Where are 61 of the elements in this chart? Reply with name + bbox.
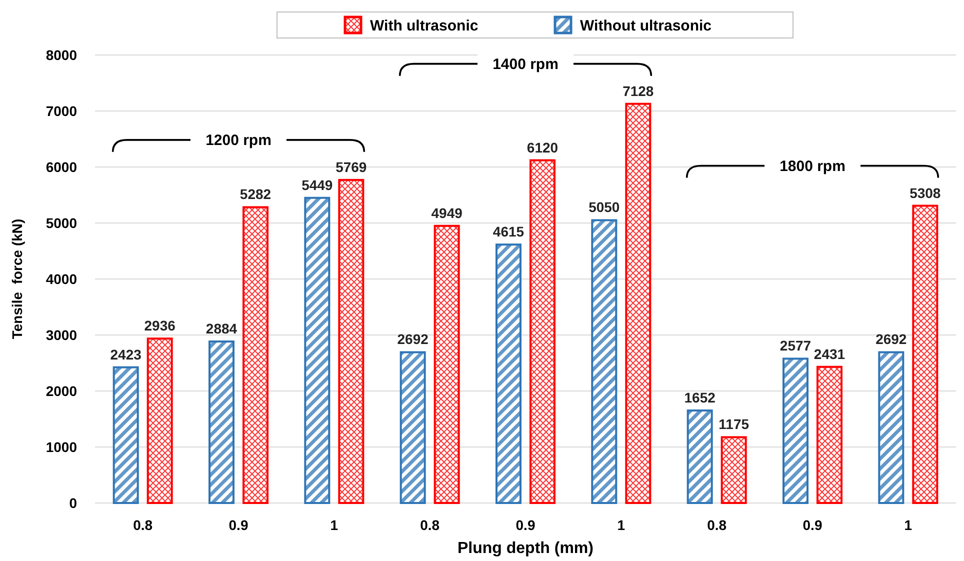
bar xyxy=(625,102,652,504)
bar xyxy=(878,351,904,504)
y-tick-label: 1000 xyxy=(46,438,78,455)
x-tick-label: 0.9 xyxy=(228,517,248,533)
bar xyxy=(720,436,747,504)
data-label: 2936 xyxy=(144,318,176,334)
y-tick-label: 4000 xyxy=(46,270,78,287)
data-label: 4615 xyxy=(492,224,524,240)
bar xyxy=(112,366,139,504)
data-label: 2423 xyxy=(110,346,142,362)
y-tick-label: 3000 xyxy=(46,326,78,343)
y-axis-title: Tensile force (kN) xyxy=(9,218,25,340)
x-tick-label: 0.9 xyxy=(516,517,536,533)
bar xyxy=(242,206,268,504)
bar xyxy=(146,338,173,504)
data-label: 2577 xyxy=(780,338,812,354)
data-label: 2692 xyxy=(397,331,429,348)
annotation: 1200 rpm xyxy=(206,132,272,150)
data-label: 6120 xyxy=(526,139,558,156)
x-tick-label: 0.9 xyxy=(802,517,822,533)
bar xyxy=(686,409,713,504)
data-label: 2431 xyxy=(814,346,846,362)
data-label: 7128 xyxy=(622,82,654,99)
y-tick-label: 2000 xyxy=(46,382,78,399)
data-label: 2884 xyxy=(206,320,238,336)
legend-label: Without ultrasonic xyxy=(580,17,712,34)
bar xyxy=(304,196,330,504)
bar xyxy=(400,351,426,504)
y-tick-label: 8000 xyxy=(46,46,78,63)
data-label: 2692 xyxy=(876,331,907,348)
bar xyxy=(782,358,808,504)
y-tick-label: 6000 xyxy=(46,158,78,175)
data-label: 5769 xyxy=(336,158,367,175)
x-tick-label: 1 xyxy=(330,517,338,533)
bar xyxy=(530,159,556,504)
data-label: 1175 xyxy=(718,416,750,432)
x-tick-label: 0.8 xyxy=(420,517,440,533)
annotation: 1800 rpm xyxy=(780,158,846,175)
data-label: 1652 xyxy=(684,389,716,406)
bar xyxy=(496,244,522,504)
x-tick-label: 1 xyxy=(904,517,912,533)
bar xyxy=(591,219,618,504)
data-label: 4949 xyxy=(431,204,463,221)
data-label: 5050 xyxy=(588,199,620,216)
x-tick-label: 0.8 xyxy=(707,517,727,533)
data-label: 5282 xyxy=(240,186,272,202)
data-label: 5449 xyxy=(302,176,333,193)
bar xyxy=(912,204,938,504)
bar xyxy=(816,366,842,504)
y-tick-label: 5000 xyxy=(46,214,78,231)
annotation: 1400 rpm xyxy=(492,56,558,74)
bar xyxy=(208,340,234,504)
y-tick-label: 0 xyxy=(69,494,78,511)
legend-label: With ultrasonic xyxy=(370,17,478,34)
x-axis-title: Plung depth (mm) xyxy=(458,540,594,557)
x-tick-label: 1 xyxy=(617,517,626,533)
x-tick-label: 0.8 xyxy=(133,517,153,533)
data-label: 5308 xyxy=(910,184,941,201)
bar xyxy=(338,178,364,504)
y-tick-label: 7000 xyxy=(46,102,78,119)
bar xyxy=(434,224,460,504)
